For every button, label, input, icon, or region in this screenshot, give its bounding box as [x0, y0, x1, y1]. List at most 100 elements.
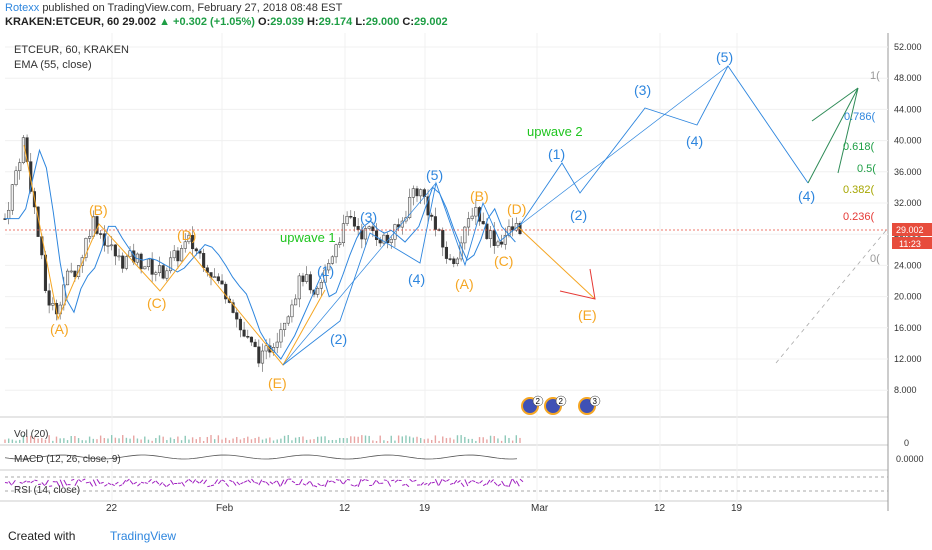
macd-value: 0.0000	[896, 454, 924, 464]
rsi-segment	[122, 479, 127, 485]
macd-label: MACD (12, 26, close, 9)	[14, 454, 121, 465]
rsi-segment	[85, 481, 90, 484]
wave-label-count: (2)	[570, 207, 587, 223]
rsi-segment	[214, 479, 219, 485]
low-value: 29.000	[365, 16, 400, 28]
grey-projection	[775, 227, 889, 364]
candle-body	[51, 303, 55, 306]
rsi-segment	[306, 481, 310, 485]
wave-label-abc: (C)	[147, 295, 166, 311]
candle-body	[150, 258, 154, 275]
candle-body	[408, 197, 412, 218]
candle-body	[290, 304, 294, 318]
rsi-segment	[221, 479, 226, 483]
rsi-segment	[324, 479, 329, 488]
candle-body	[143, 266, 147, 270]
rsi-segment	[170, 479, 174, 485]
rsi-segment	[276, 480, 281, 487]
rsi-segment	[457, 480, 461, 483]
wave-label-abc: (B)	[470, 188, 489, 204]
rsi-segment	[519, 478, 524, 483]
candle-body	[378, 239, 382, 244]
y-tick-label: 12.000	[894, 354, 922, 364]
candle-body	[216, 276, 220, 282]
rsi-segment	[45, 479, 49, 486]
wave-label-count: (3)	[360, 209, 377, 225]
rsi-segment	[354, 484, 358, 487]
candle-body	[319, 282, 323, 289]
rsi-segment	[82, 478, 86, 481]
rsi-segment	[56, 480, 60, 487]
candle-body	[411, 188, 415, 198]
badge-count-bg	[589, 395, 601, 407]
chart-canvas[interactable]: 52.000 48.000 44.000 40.000 36.000 32.000 2 8.0…	[0, 33, 932, 523]
rsi-segment	[30, 480, 35, 484]
high-value: 29.174	[318, 16, 353, 28]
fib-level-label: 0.236(	[843, 211, 875, 223]
y-tick-label: 36.000	[894, 167, 922, 177]
candle-body	[80, 257, 84, 266]
candle-body	[389, 239, 393, 243]
x-tick-label: Feb	[216, 503, 234, 514]
rsi-segment	[225, 482, 230, 487]
candle-body	[283, 322, 287, 330]
candle-body	[235, 312, 239, 320]
y-tick-label: 44.000	[894, 104, 922, 114]
candle-body	[106, 245, 110, 247]
candle-body	[54, 303, 59, 315]
rsi-segment	[372, 480, 377, 486]
fib-level-label: 0.5(	[857, 163, 876, 175]
rsi-segment	[265, 481, 270, 486]
rsi-segment	[251, 478, 255, 483]
candle-body	[180, 248, 184, 262]
candle-body	[301, 275, 305, 282]
candle-body	[191, 235, 195, 250]
rsi-segment	[210, 484, 215, 487]
rsi-segment	[151, 480, 156, 484]
rsi-segment	[92, 479, 97, 487]
orange-projection	[517, 226, 596, 300]
candle-body	[297, 275, 301, 300]
candle-body	[466, 218, 471, 228]
rsi-segment	[19, 481, 23, 484]
wave-label-count: (3)	[634, 82, 651, 98]
symbol-text: KRAKEN:ETCEUR, 60	[5, 16, 120, 28]
last-price-tag-text: 29.002	[896, 225, 924, 235]
rsi-segment	[361, 479, 366, 482]
candle-body	[470, 215, 474, 219]
wave-label-abc: (A)	[455, 276, 474, 292]
vol-zero: 0	[904, 438, 909, 448]
y-tick-label: 16.000	[894, 323, 922, 333]
author-link[interactable]: Rotexx	[5, 2, 40, 14]
candle-body	[187, 235, 191, 243]
wave-label-count: (2)	[330, 331, 347, 347]
candle-body	[110, 244, 114, 247]
candle-body	[419, 189, 423, 197]
candle-body	[452, 258, 456, 264]
candle-body	[415, 188, 419, 197]
rsi-segment	[332, 480, 336, 484]
rsi-segment	[427, 482, 432, 486]
rsi-segment	[501, 480, 506, 487]
created-with-text: Created with	[8, 529, 76, 543]
candle-body	[400, 220, 404, 228]
x-tick-label: 19	[731, 503, 743, 514]
rsi-segment	[155, 480, 160, 485]
candle-body	[231, 302, 235, 313]
y-tick-label: 8.000	[894, 385, 917, 395]
tradingview-logo[interactable]: TradingView	[110, 529, 177, 543]
high-label: H:	[306, 16, 319, 28]
rsi-segment	[188, 479, 193, 483]
y-tick-label: 52.000	[894, 42, 922, 52]
candle-body	[117, 255, 121, 258]
candle-body	[481, 221, 485, 225]
rsi-segment	[365, 479, 369, 482]
rsi-segment	[475, 481, 480, 484]
rsi-segment	[309, 481, 314, 487]
rsi-segment	[343, 479, 347, 485]
rsi-segment	[34, 479, 38, 482]
y-tick-label: 40.000	[894, 136, 922, 146]
fib-level-label: 0.786(	[844, 111, 876, 123]
open-label: O:	[258, 16, 271, 28]
rsi-segment	[199, 479, 204, 484]
